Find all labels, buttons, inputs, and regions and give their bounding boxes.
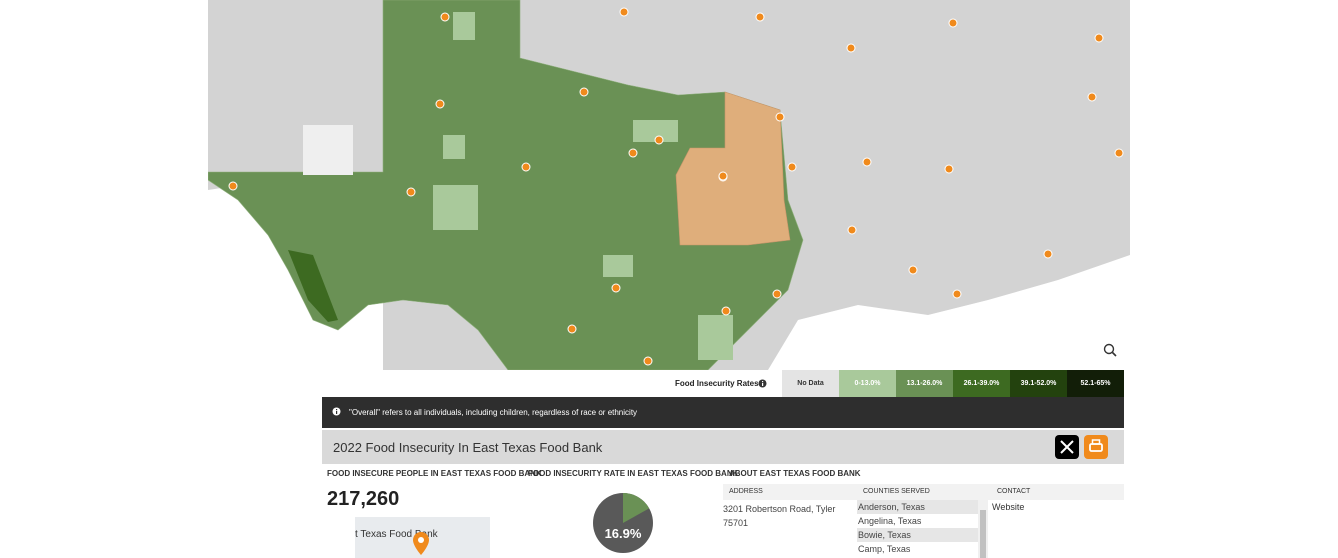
zoom-button[interactable] xyxy=(1096,338,1124,364)
texas xyxy=(208,0,804,370)
about-head: ADDRESS COUNTIES SERVED CONTACT xyxy=(723,484,1124,500)
scroll-thumb[interactable] xyxy=(980,510,986,558)
legend-item: 52.1-65% xyxy=(1067,370,1124,397)
legend-item: 26.1-39.0% xyxy=(953,370,1010,397)
address-label: ADDRESS xyxy=(729,488,763,495)
legend-bar: Food Insecurity Rates No Data 0-13.0% 13.1… xyxy=(322,370,1124,397)
county-light xyxy=(633,120,678,142)
about-title: ABOUT EAST TEXAS FOOD BANK xyxy=(729,469,861,478)
rate-label: FOOD INSECURITY RATE IN EAST TEXAS FOOD … xyxy=(528,469,739,478)
county-item[interactable]: Camp, Texas xyxy=(857,542,978,556)
markers xyxy=(228,7,1124,366)
zoom-icon xyxy=(1111,351,1117,357)
legend-label: 52.1-65% xyxy=(1080,380,1111,387)
contact-label: CONTACT xyxy=(997,488,1031,495)
people-label: FOOD INSECURE PEOPLE IN EAST TEXAS FOOD … xyxy=(327,469,542,478)
county-light xyxy=(603,255,633,277)
notice-bar: "Overall" refers to all individuals, inc… xyxy=(322,397,1124,428)
county-item[interactable]: Bowie, Texas xyxy=(857,528,978,542)
legend-label: 13.1-26.0% xyxy=(906,380,943,387)
counties-label: COUNTIES SERVED xyxy=(863,488,930,495)
food-bank-region xyxy=(675,91,791,246)
info-icon xyxy=(758,379,767,388)
address-text: 3201 Robertson Road, Tyler 75701 xyxy=(723,504,836,528)
county-item[interactable]: Angelina, Texas xyxy=(857,514,978,528)
map xyxy=(208,0,1130,370)
county-item[interactable]: Anderson, Texas xyxy=(857,500,978,514)
people-value: 217,260 xyxy=(327,488,400,510)
county-light xyxy=(453,12,475,40)
legend-item: 0-13.0% xyxy=(839,370,896,397)
legend-label: 26.1-39.0% xyxy=(963,380,1000,387)
notice-text: "Overall" refers to all individuals, inc… xyxy=(349,408,638,417)
county-light xyxy=(698,315,733,360)
header: 2022 Food Insecurity In East Texas Food … xyxy=(322,430,1124,464)
header-title: 2022 Food Insecurity In East Texas Food … xyxy=(333,440,603,455)
print-button[interactable] xyxy=(1084,435,1108,459)
legend-item: 13.1-26.0% xyxy=(896,370,953,397)
counties-list: Anderson, Texas Angelina, Texas Bowie, Tex… xyxy=(857,500,978,558)
contact-link[interactable]: Website xyxy=(992,502,1025,512)
rate-pie: 16.9% xyxy=(593,493,653,553)
scrollbar[interactable] xyxy=(978,500,988,558)
x-icon xyxy=(1060,440,1074,454)
info-icon xyxy=(332,407,341,416)
legend-title: Food Insecurity Rates xyxy=(675,379,759,388)
mini-map: t Texas Food Bank xyxy=(355,517,490,558)
share-buttons xyxy=(1055,435,1108,459)
legend-label: No Data xyxy=(797,380,824,387)
legend-label: 39.1-52.0% xyxy=(1020,380,1057,387)
legend-items: No Data 0-13.0% 13.1-26.0% 26.1-39.0% 39.1-5… xyxy=(782,370,1124,397)
legend-label: 0-13.0% xyxy=(854,380,881,387)
zoom-icon xyxy=(1103,343,1115,355)
mini-map-pin xyxy=(413,532,429,555)
county-light xyxy=(443,135,465,159)
pie-slice xyxy=(623,493,650,523)
county-dark xyxy=(288,250,338,322)
county-nodata xyxy=(303,125,353,175)
pie-label: 16.9% xyxy=(605,526,642,541)
legend-item: 39.1-52.0% xyxy=(1010,370,1067,397)
gulf xyxy=(768,255,1130,370)
mini-map-label: t Texas Food Bank xyxy=(355,529,438,540)
county-light xyxy=(433,185,478,230)
print-icon xyxy=(1091,439,1101,445)
legend-item: No Data xyxy=(782,370,839,397)
